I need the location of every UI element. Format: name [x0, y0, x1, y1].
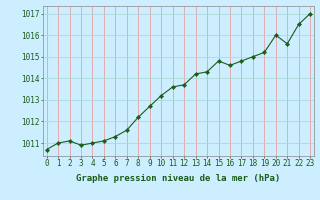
X-axis label: Graphe pression niveau de la mer (hPa): Graphe pression niveau de la mer (hPa) [76, 174, 281, 183]
